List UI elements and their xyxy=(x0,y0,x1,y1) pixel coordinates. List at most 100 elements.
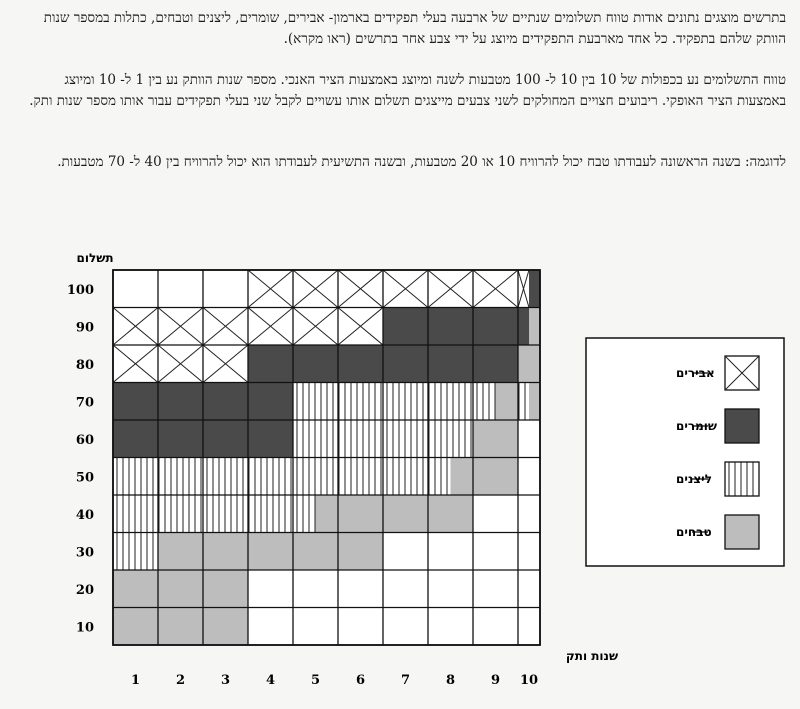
cell-3-80-knights-cross-b xyxy=(202,344,249,383)
cell-9-30-empty xyxy=(473,532,518,570)
cell-10-100-guards xyxy=(529,270,540,308)
cell-8-70-jesters xyxy=(428,382,473,420)
cell-9-60-cooks xyxy=(473,420,518,458)
legend-item-knights-label: אבירים xyxy=(676,366,715,380)
y-tick-90: 90 xyxy=(76,320,94,335)
y-tick-70: 70 xyxy=(76,395,94,410)
cell-7-80-guards xyxy=(383,345,428,383)
cell-6-80-guards xyxy=(338,345,383,383)
cell-1-30-jesters xyxy=(113,532,158,570)
cell-9-80-guards xyxy=(473,345,518,383)
legend: אבירים שומרים ליצנים טבחים xyxy=(585,337,785,567)
cell-10-90-cooks xyxy=(529,307,540,345)
cell-7-20-empty xyxy=(383,570,428,608)
cell-4-10-empty xyxy=(248,607,293,645)
legend-item-knights: אבירים xyxy=(676,355,760,391)
cell-9-40-empty xyxy=(473,495,518,533)
cell-7-40-cooks xyxy=(383,495,428,533)
cell-3-40-jesters xyxy=(203,495,248,533)
cell-2-70-guards xyxy=(158,382,203,420)
cell-6-90-knights-cross-b xyxy=(337,307,384,346)
cell-5-70-jesters xyxy=(293,382,338,420)
cell-9-70-cooks xyxy=(495,382,518,420)
cell-7-60-jesters xyxy=(383,420,428,458)
cell-3-100-empty xyxy=(203,270,248,308)
cell-2-50-jesters xyxy=(158,457,203,495)
cell-9-90-guards xyxy=(473,307,518,345)
cell-10-60-empty xyxy=(518,420,540,458)
cell-5-80-guards xyxy=(293,345,338,383)
y-tick-80: 80 xyxy=(76,358,94,373)
cell-2-10-cooks xyxy=(158,607,203,645)
cell-4-20-empty xyxy=(248,570,293,608)
cell-4-100-knights-cross-b xyxy=(247,269,294,308)
legend-item-jesters: ליצנים xyxy=(676,461,760,497)
cell-2-100-empty xyxy=(158,270,203,308)
cell-4-50-jesters xyxy=(248,457,293,495)
cell-2-90-knights-cross-b xyxy=(157,307,204,346)
x-tick-10: 10 xyxy=(520,673,538,688)
cell-8-40-cooks xyxy=(428,495,473,533)
grid-layer xyxy=(112,269,541,646)
cell-8-20-empty xyxy=(428,570,473,608)
cell-5-30-cooks xyxy=(293,532,338,570)
y-tick-20: 20 xyxy=(76,583,94,598)
cell-9-70-jesters xyxy=(473,382,496,420)
cell-1-80-knights-cross-b xyxy=(112,344,159,383)
x-tick-1: 1 xyxy=(131,673,140,688)
legend-item-jesters-label: ליצנים xyxy=(676,472,712,486)
y-tick-100: 100 xyxy=(67,283,94,298)
cell-9-10-empty xyxy=(473,607,518,645)
cell-8-50-jesters xyxy=(428,457,451,495)
cell-1-60-guards xyxy=(113,420,158,458)
cell-10-100-knights-cross-b xyxy=(517,269,530,308)
cell-1-50-jesters xyxy=(113,457,158,495)
x-tick-5: 5 xyxy=(311,673,320,688)
cell-3-90-knights-cross-b xyxy=(202,307,249,346)
cell-8-30-empty xyxy=(428,532,473,570)
cell-6-20-empty xyxy=(338,570,383,608)
cell-7-90-guards xyxy=(383,307,428,345)
cell-4-60-guards xyxy=(248,420,293,458)
cell-3-50-jesters xyxy=(203,457,248,495)
cell-5-60-jesters xyxy=(293,420,338,458)
cell-8-10-empty xyxy=(428,607,473,645)
legend-item-jesters-swatch xyxy=(724,461,760,497)
cell-1-10-cooks xyxy=(113,607,158,645)
x-tick-7: 7 xyxy=(401,673,410,688)
cell-4-30-cooks xyxy=(248,532,293,570)
intro-paragraph-3: לדוגמה: בשנה הראשונה לעבודתו טבח יכול לה… xyxy=(57,154,786,170)
cell-9-100-knights-cross-b xyxy=(472,269,519,308)
cells-layer xyxy=(112,269,540,645)
cell-8-90-guards xyxy=(428,307,473,345)
legend-item-cooks-label: טבחים xyxy=(676,525,712,539)
cell-3-70-guards xyxy=(203,382,248,420)
cell-10-70-cooks xyxy=(529,382,540,420)
cell-10-50-empty xyxy=(518,457,540,495)
cell-6-50-jesters xyxy=(338,457,383,495)
ticks-layer: 10 20 30 40 50 60 70 80 90 100 1 2 3 4 5 6 7 8 9 10 xyxy=(67,283,538,688)
cell-7-70-jesters xyxy=(383,382,428,420)
cell-6-60-jesters xyxy=(338,420,383,458)
cell-1-100-empty xyxy=(113,270,158,308)
legend-item-cooks-swatch xyxy=(724,514,760,550)
x-tick-2: 2 xyxy=(176,673,185,688)
x-tick-4: 4 xyxy=(266,673,275,688)
cell-4-90-knights-cross-b xyxy=(247,307,294,346)
cell-10-70-jesters xyxy=(518,382,529,420)
intro-paragraph-1: בתרשים מוצגים נתונים אודות טווח תשלומים … xyxy=(43,10,786,47)
cell-10-20-empty xyxy=(518,570,540,608)
cell-5-100-knights-cross-b xyxy=(292,269,339,308)
y-axis-label: תשלום xyxy=(76,251,113,265)
cell-3-30-cooks xyxy=(203,532,248,570)
cell-2-60-guards xyxy=(158,420,203,458)
cell-1-40-jesters xyxy=(113,495,158,533)
cell-10-30-empty xyxy=(518,532,540,570)
y-tick-30: 30 xyxy=(76,545,94,560)
x-axis-label: שנות ותק xyxy=(566,649,618,663)
cell-6-40-cooks xyxy=(338,495,383,533)
x-tick-8: 8 xyxy=(446,673,455,688)
y-tick-10: 10 xyxy=(76,620,94,635)
legend-item-knights-swatch-cross-b xyxy=(724,355,760,391)
